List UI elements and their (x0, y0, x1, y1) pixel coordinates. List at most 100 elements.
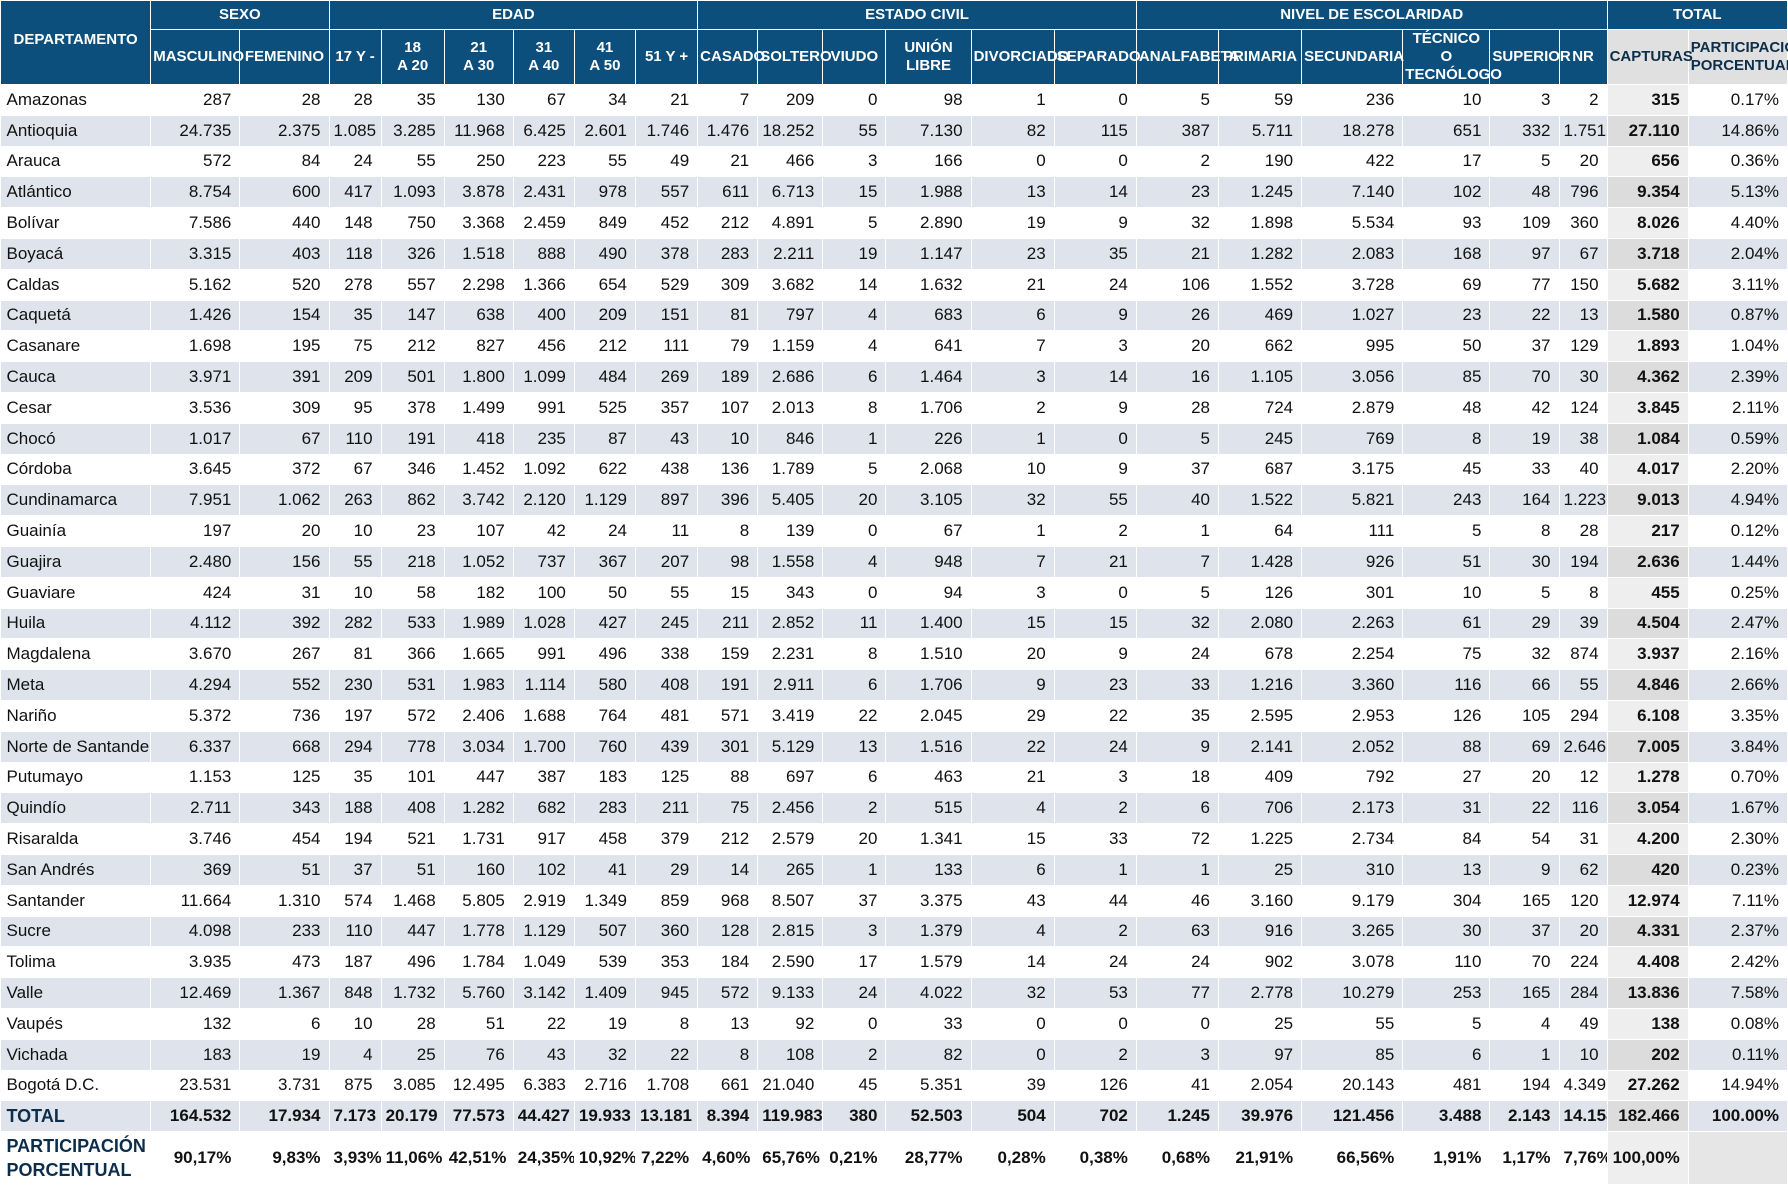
table-cell: 3 (822, 916, 887, 948)
table-cell: 61 (1402, 608, 1491, 640)
table-cell: 44 (1054, 885, 1137, 917)
table-cell: 30 (1402, 916, 1491, 948)
capturas-cell: 100,00% (1607, 1131, 1689, 1185)
table-cell: 116 (1559, 792, 1608, 825)
table-cell: 5.351 (885, 1070, 972, 1102)
table-cell: 24 (574, 515, 636, 547)
table-cell: 24 (1054, 731, 1137, 763)
table-cell: 7,76% (1559, 1131, 1608, 1185)
department-name: Guajira (0, 546, 152, 578)
table-cell: 250 (444, 146, 514, 178)
participation-cell: 0.08% (1688, 1008, 1788, 1040)
table-cell: 55 (329, 546, 382, 578)
table-cell: 2.431 (513, 176, 575, 209)
table-cell: 378 (381, 392, 445, 424)
table-cell: 422 (1301, 146, 1404, 178)
table-cell: 1.400 (885, 608, 972, 640)
table-cell: 197 (150, 515, 241, 547)
table-cell: 379 (635, 823, 699, 855)
participation-cell: 2.11% (1688, 392, 1788, 424)
table-cell: 622 (574, 454, 636, 486)
table-cell: 3.375 (885, 885, 972, 917)
table-cell: 438 (635, 454, 699, 486)
table-cell: 481 (635, 700, 699, 732)
table-cell: 8 (697, 1039, 759, 1071)
table-row: Sucre 4.098 233 110 447 1.778 1.129 507 360 128 2.… (0, 916, 1788, 948)
table-cell: 24 (329, 146, 382, 178)
table-cell: 70 (1489, 361, 1560, 393)
table-cell: 2.459 (513, 207, 575, 239)
table-cell: 9 (1054, 454, 1137, 486)
table-cell: 387 (513, 762, 575, 794)
table-cell: 147 (381, 300, 445, 332)
column-header: FEMENINO (239, 29, 330, 85)
table-cell: 797 (757, 300, 824, 332)
table-cell: 3.731 (239, 1070, 330, 1102)
table-cell: 4.022 (885, 977, 972, 1009)
table-cell: 2 (822, 792, 887, 825)
table-cell: 600 (239, 176, 330, 209)
table-row: Antioquia 24.735 2.375 1.085 3.285 11.968 6.42… (0, 115, 1788, 147)
capturas-cell: 1.893 (1607, 330, 1689, 363)
table-cell: 2.711 (150, 792, 241, 825)
table-cell: 1.632 (885, 269, 972, 301)
table-cell: 309 (239, 392, 330, 424)
department-name: Guainía (0, 515, 152, 547)
table-cell: 13 (822, 731, 887, 763)
table-cell: 51 (444, 1008, 514, 1040)
table-cell: 35 (329, 762, 382, 794)
table-cell: 687 (1218, 454, 1303, 486)
table-cell: 21 (697, 146, 759, 178)
table-cell: 39 (1559, 608, 1608, 640)
table-cell: 294 (329, 731, 382, 763)
capturas-cell: 1.278 (1607, 762, 1689, 794)
table-cell: 150 (1559, 269, 1608, 301)
table-cell: 1.800 (444, 361, 514, 393)
table-cell: 396 (697, 484, 759, 517)
table-cell: 846 (757, 423, 824, 455)
table-cell: 490 (574, 238, 636, 270)
table-cell: 792 (1301, 762, 1404, 794)
table-cell: 168 (1402, 238, 1491, 270)
table-cell: 3.728 (1301, 269, 1404, 301)
table-cell: 32 (1136, 207, 1220, 239)
table-cell: 1.085 (329, 115, 382, 147)
table-cell: 1.129 (513, 916, 575, 948)
table-cell: 51 (1402, 546, 1491, 578)
table-cell: 5 (1136, 84, 1220, 116)
column-header: 41 A 50 (573, 29, 636, 85)
table-cell: 968 (697, 885, 759, 917)
table-cell: 6 (971, 300, 1055, 332)
table-cell: 678 (1218, 638, 1303, 671)
table-cell: 98 (885, 84, 972, 116)
table-cell: 5.162 (150, 269, 241, 301)
table-cell: 3 (1136, 1039, 1220, 1071)
table-cell: 4 (971, 792, 1055, 825)
table-cell: 23.531 (150, 1070, 241, 1102)
table-cell: 417 (329, 176, 382, 209)
table-cell: 409 (1218, 762, 1303, 794)
table-cell: 16 (1136, 361, 1220, 393)
table-cell: 496 (381, 946, 445, 979)
table-cell: 3.034 (444, 731, 514, 763)
table-cell: 3.056 (1301, 361, 1404, 393)
column-header: MASCULINO (150, 29, 244, 85)
table-cell: 1.732 (381, 977, 445, 1009)
table-cell: 1.698 (150, 330, 241, 363)
table-cell: 1.751 (1559, 115, 1608, 147)
table-cell: 28,77% (885, 1131, 972, 1185)
table-cell: 69 (1402, 269, 1491, 301)
table-cell: 12 (1559, 762, 1608, 794)
table-cell: 109 (1489, 207, 1560, 239)
table-cell: 20 (1559, 146, 1608, 178)
table-cell: 452 (635, 207, 699, 239)
table-cell: 2.254 (1301, 638, 1404, 671)
table-cell: 403 (239, 238, 330, 270)
table-cell: 995 (1301, 330, 1404, 363)
table-cell: 6 (1136, 792, 1220, 825)
table-cell: 2.173 (1301, 792, 1404, 825)
table-cell: 20 (822, 484, 887, 517)
table-cell: 8 (1489, 515, 1560, 547)
table-cell: 5 (822, 454, 887, 486)
